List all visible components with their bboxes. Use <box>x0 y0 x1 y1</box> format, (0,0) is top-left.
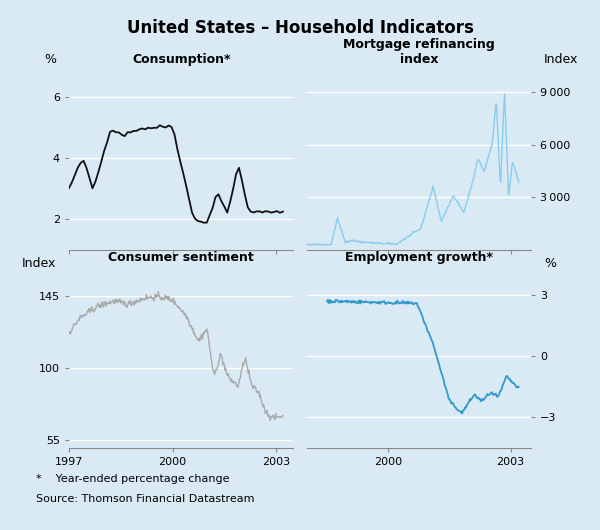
Title: Employment growth*: Employment growth* <box>345 251 493 264</box>
Title: Consumer sentiment: Consumer sentiment <box>108 251 254 264</box>
Text: %: % <box>544 257 556 270</box>
Text: Index: Index <box>544 52 578 66</box>
Text: Source: Thomson Financial Datastream: Source: Thomson Financial Datastream <box>36 494 254 504</box>
Title: Mortgage refinancing
index: Mortgage refinancing index <box>343 38 495 66</box>
Text: United States – Household Indicators: United States – Household Indicators <box>127 19 473 37</box>
Text: %: % <box>44 52 56 66</box>
Text: Index: Index <box>22 257 56 270</box>
Text: *    Year-ended percentage change: * Year-ended percentage change <box>36 474 229 484</box>
Title: Consumption*: Consumption* <box>132 53 230 66</box>
